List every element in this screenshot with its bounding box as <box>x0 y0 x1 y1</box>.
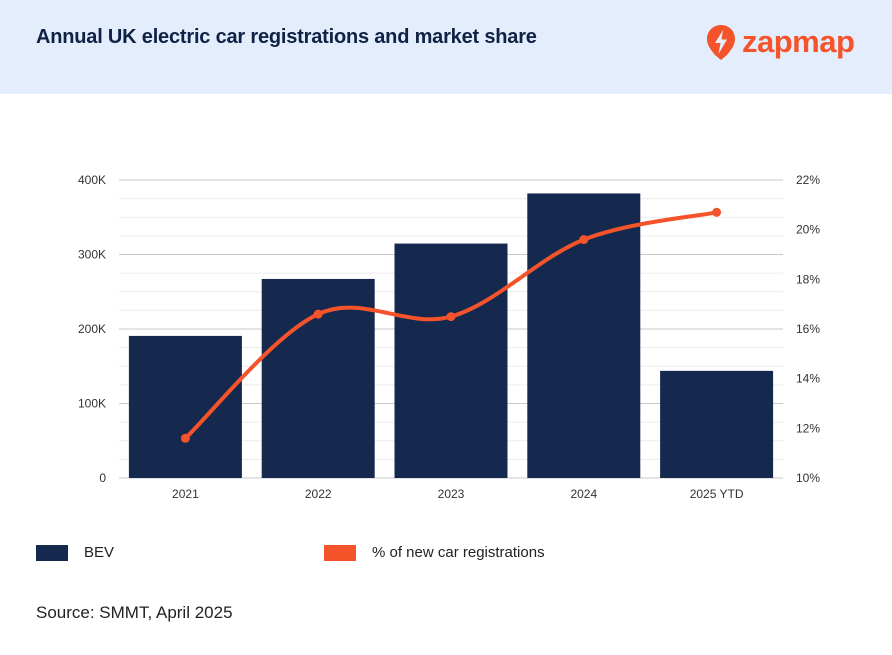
y-right-tick-label: 18% <box>796 272 820 286</box>
y-left-tick-label: 200K <box>78 322 106 336</box>
legend-item-share: % of new car registrations <box>324 544 545 561</box>
legend-label-share: % of new car registrations <box>372 544 545 561</box>
y-right-tick-label: 12% <box>796 421 820 435</box>
share-point-2024 <box>579 235 589 245</box>
x-tick-label: 2024 <box>570 487 597 501</box>
zapmap-logo: zapmap <box>706 22 855 62</box>
y-left-tick-label: 300K <box>78 248 106 262</box>
x-tick-label: 2025 YTD <box>690 487 744 501</box>
bar-bev-2021 <box>128 335 242 478</box>
y-right-tick-label: 14% <box>796 372 820 386</box>
source-note: Source: SMMT, April 2025 <box>36 603 233 622</box>
y-right-tick-label: 16% <box>796 322 820 336</box>
share-point-2023 <box>446 312 456 322</box>
legend-swatch-share <box>324 544 356 561</box>
y-left-tick-label: 400K <box>78 173 106 187</box>
logo-text: zapmap <box>742 24 855 59</box>
x-tick-label: 2023 <box>438 487 465 501</box>
share-point-2021 <box>180 433 190 443</box>
x-tick-label: 2021 <box>172 487 199 501</box>
legend-swatch-bev <box>36 544 68 561</box>
y-right-tick-label: 10% <box>796 471 820 485</box>
header-banner: Annual UK electric car registrations and… <box>0 0 892 94</box>
y-right-tick-label: 22% <box>796 173 820 187</box>
y-left-tick-label: 0 <box>99 471 106 485</box>
y-left-tick-label: 100K <box>78 397 106 411</box>
legend-item-bev: BEV <box>36 544 114 561</box>
x-tick-label: 2022 <box>305 487 332 501</box>
share-point-2025-ytd <box>712 207 722 217</box>
share-point-2022 <box>313 309 323 319</box>
bar-bev-2023 <box>394 243 508 478</box>
legend-label-bev: BEV <box>84 544 115 561</box>
bar-bev-2025-ytd <box>660 370 774 478</box>
y-right-tick-label: 20% <box>796 223 820 237</box>
chart-title: Annual UK electric car registrations and… <box>36 26 537 48</box>
combo-chart: 0 100K 200K 300K 400K 10% 12% 14% 16% 18% 20% 22% 20… <box>78 173 820 501</box>
lightning-bolt-icon <box>707 25 735 60</box>
